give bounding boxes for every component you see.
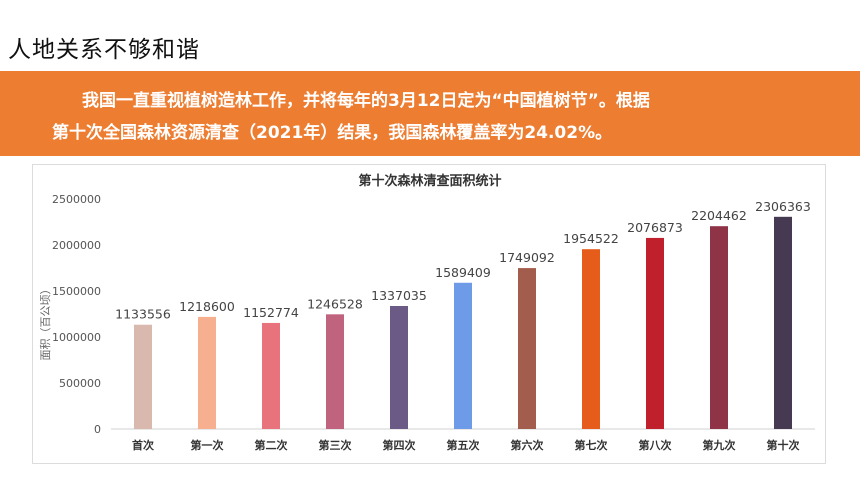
chart-title: 第十次森林清查面积统计 xyxy=(358,173,501,189)
y-tick-label: 1000000 xyxy=(52,331,101,344)
data-label-2: 1218600 xyxy=(179,299,235,314)
y-axis-label: 面积（百公顷） xyxy=(39,284,52,361)
data-label-6: 1589409 xyxy=(435,265,491,280)
bar-6 xyxy=(454,282,472,429)
info-banner: 我国一直重视植树造林工作，并将每年的3月12日定为“中国植树节”。根据 第十次全… xyxy=(0,71,860,156)
bar-4 xyxy=(326,314,344,429)
x-tick-label-11: 第十次 xyxy=(767,438,800,452)
bar-8 xyxy=(582,249,600,429)
x-tick-label-8: 第七次 xyxy=(575,438,608,452)
data-label-7: 1749092 xyxy=(499,250,555,265)
y-tick-label: 2000000 xyxy=(52,239,101,252)
bar-chart: 第十次森林清查面积统计 面积（百公顷） 0 500000 1000000 150000… xyxy=(32,164,826,464)
x-tick-label-6: 第五次 xyxy=(447,438,480,452)
y-tick-label: 0 xyxy=(94,423,101,436)
bar-5 xyxy=(390,305,408,429)
x-tick-label-5: 第四次 xyxy=(383,438,416,452)
bar-1 xyxy=(134,324,152,429)
bar-10 xyxy=(710,226,728,429)
x-tick-label-1: 首次 xyxy=(132,438,154,452)
bar-11 xyxy=(774,216,792,429)
x-tick-label-10: 第九次 xyxy=(703,438,736,452)
data-label-10: 2204462 xyxy=(691,208,747,223)
slide-title: 人地关系不够和谐 xyxy=(8,37,200,63)
banner-text-line-1: 我国一直重视植树造林工作，并将每年的3月12日定为“中国植树节”。根据 xyxy=(82,91,650,111)
x-tick-label-2: 第一次 xyxy=(191,438,224,452)
data-label-11: 2306363 xyxy=(755,199,811,214)
y-tick-label: 500000 xyxy=(59,377,101,390)
bar-9 xyxy=(646,237,664,429)
x-tick-label-9: 第八次 xyxy=(639,438,672,452)
data-label-3: 1152774 xyxy=(243,305,299,320)
bar-7 xyxy=(518,268,536,429)
bar-2 xyxy=(198,316,216,429)
x-tick-label-7: 第六次 xyxy=(511,438,544,452)
data-label-4: 1246528 xyxy=(307,296,363,311)
bar-chart-svg: 第十次森林清查面积统计 面积（百公顷） 0 500000 1000000 150000… xyxy=(39,173,815,452)
data-label-1: 1133556 xyxy=(115,307,171,322)
banner-text-line-2: 第十次全国森林资源清查（2021年）结果，我国森林覆盖率为24.02%。 xyxy=(52,123,613,143)
y-tick-label: 2500000 xyxy=(52,193,101,206)
data-label-8: 1954522 xyxy=(563,231,619,246)
y-tick-label: 1500000 xyxy=(52,285,101,298)
x-tick-label-4: 第三次 xyxy=(319,438,352,452)
data-label-5: 1337035 xyxy=(371,288,427,303)
x-tick-label-3: 第二次 xyxy=(255,438,288,452)
bar-3 xyxy=(262,322,280,429)
data-label-9: 2076873 xyxy=(627,220,683,235)
